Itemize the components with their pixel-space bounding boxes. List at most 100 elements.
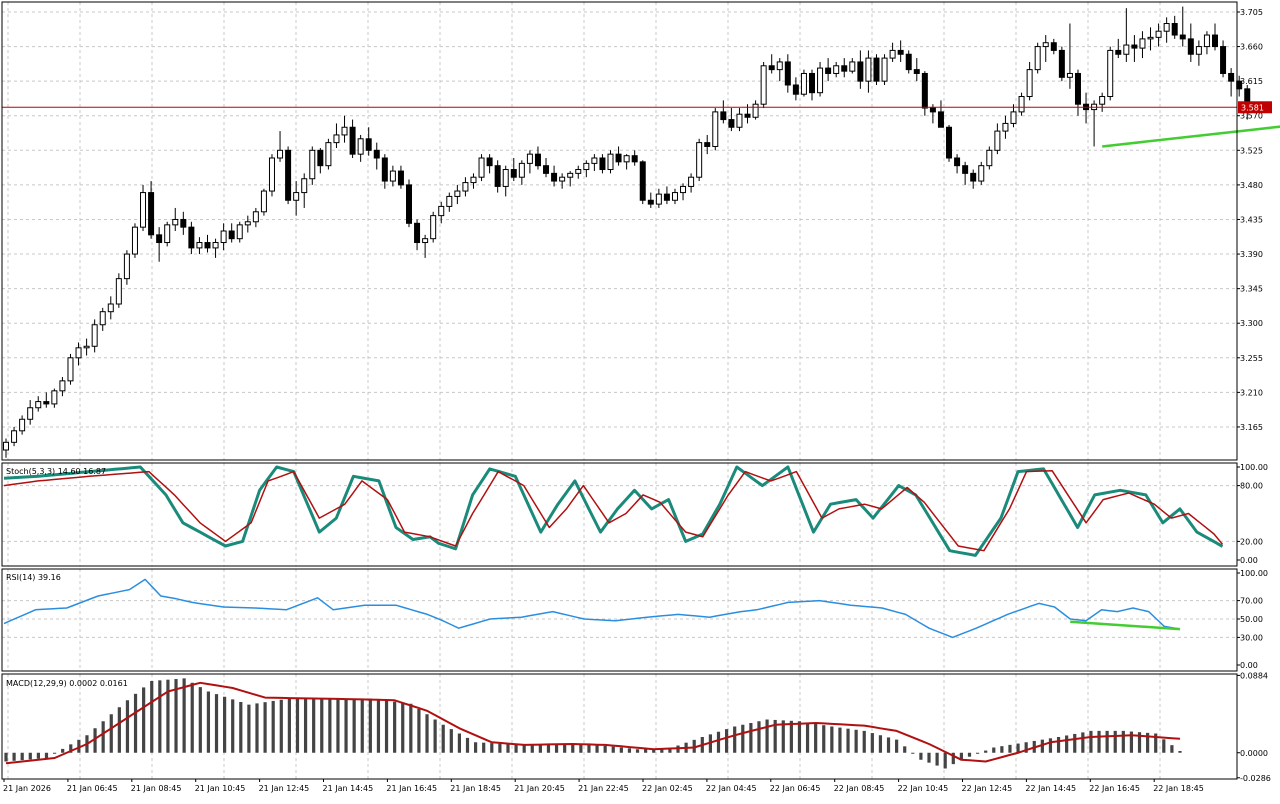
macd-histogram-bar — [142, 687, 146, 753]
macd-histogram-bar — [247, 704, 251, 753]
candle-body — [19, 418, 26, 432]
candle — [752, 100, 759, 120]
candle — [784, 54, 791, 93]
macd-histogram-bar — [36, 752, 40, 759]
macd-histogram-bar — [344, 698, 348, 753]
candle-body — [1195, 46, 1202, 55]
macd-histogram-bar — [1089, 730, 1093, 753]
x-tick-label: 21 Jan 10:45 — [195, 784, 246, 793]
macd-histogram-bar — [830, 726, 834, 753]
stoch-tick-label: 20.00 — [1240, 537, 1263, 546]
macd-histogram-bar — [870, 733, 874, 753]
candle — [986, 146, 993, 170]
macd-histogram-bar — [1121, 730, 1125, 753]
candle-body — [1026, 69, 1033, 98]
candle-body — [800, 72, 807, 95]
candle — [1228, 68, 1235, 97]
candle — [486, 154, 493, 174]
price-tick-label: 3.390 — [1240, 250, 1263, 259]
macd-histogram-bar — [482, 742, 486, 753]
candle-body — [381, 157, 388, 182]
rsi-tick-label: 30.00 — [1240, 633, 1263, 642]
macd-histogram-bar — [919, 752, 923, 760]
candle — [663, 186, 670, 205]
candle-body — [341, 126, 348, 136]
candle-body — [83, 345, 90, 349]
x-tick-label: 21 Jan 2026 — [3, 784, 51, 793]
macd-histogram-bar — [619, 747, 623, 753]
candle — [164, 221, 171, 247]
macd-histogram-bar — [992, 747, 996, 753]
candle-body — [792, 84, 799, 95]
candle — [1026, 61, 1033, 101]
macd-histogram-bar — [433, 719, 437, 753]
candle — [591, 154, 598, 172]
candle-body — [454, 190, 461, 197]
macd-histogram-bar — [1146, 732, 1150, 753]
candle-body — [99, 311, 106, 326]
candle-body — [567, 172, 574, 178]
macd-histogram-bar — [741, 724, 745, 753]
candle — [131, 223, 138, 258]
candle-body — [244, 221, 251, 226]
macd-histogram-bar — [360, 698, 364, 753]
candle — [341, 115, 348, 143]
candle-body — [1220, 46, 1227, 74]
candle-body — [236, 224, 243, 240]
candle — [1115, 38, 1122, 59]
macd-histogram-bar — [12, 752, 16, 761]
x-tick-label: 21 Jan 16:45 — [386, 784, 437, 793]
candle — [414, 219, 421, 251]
candle-body — [929, 107, 936, 113]
candle-body — [994, 130, 1001, 151]
candle — [260, 188, 267, 216]
candle — [825, 58, 832, 82]
macd-histogram-bar — [44, 752, 49, 758]
macd-histogram-bar — [579, 744, 583, 753]
macd-histogram-bar — [959, 752, 963, 760]
candle-body — [438, 205, 445, 217]
macd-histogram-bar — [951, 752, 955, 765]
macd-histogram-bar — [733, 726, 737, 753]
candle — [236, 221, 243, 243]
macd-histogram-bar — [506, 744, 510, 753]
candle-body — [817, 67, 824, 94]
macd-histogram-bar — [554, 744, 559, 753]
candle-body — [277, 149, 284, 159]
candle-body — [123, 253, 130, 280]
candle — [1034, 42, 1041, 74]
candle — [478, 154, 485, 182]
macd-histogram-bar — [1162, 739, 1166, 753]
macd-histogram-bar — [52, 752, 57, 754]
candle — [51, 388, 58, 408]
candle — [647, 192, 654, 208]
x-tick-label: 22 Jan 08:45 — [834, 784, 885, 793]
macd-histogram-bar — [425, 714, 429, 753]
candle-body — [704, 142, 711, 147]
candle — [1058, 46, 1065, 82]
candle-body — [1123, 44, 1130, 55]
candle-body — [196, 242, 203, 249]
candle — [712, 108, 719, 151]
candle — [156, 227, 163, 262]
candle — [27, 400, 34, 425]
candle-body — [671, 192, 678, 201]
candle-body — [1115, 49, 1122, 55]
candle-body — [913, 69, 920, 74]
macd-histogram-bar — [336, 698, 340, 753]
candle-body — [1228, 72, 1235, 82]
candle — [35, 396, 42, 412]
price-tick-label: 3.210 — [1240, 388, 1263, 397]
candle-body — [1042, 42, 1049, 48]
x-tick-label: 21 Jan 22:45 — [578, 784, 629, 793]
stoch-signal-line — [3, 469, 1224, 552]
macd-histogram-bar — [538, 744, 542, 753]
candle-body — [655, 193, 662, 205]
macd-histogram-bar — [158, 680, 162, 753]
candle-body — [430, 215, 437, 240]
candle — [301, 173, 308, 208]
macd-histogram-bar — [117, 707, 121, 753]
candle-body — [760, 65, 767, 105]
macd-histogram-bar — [77, 739, 81, 753]
candle — [1203, 31, 1210, 55]
